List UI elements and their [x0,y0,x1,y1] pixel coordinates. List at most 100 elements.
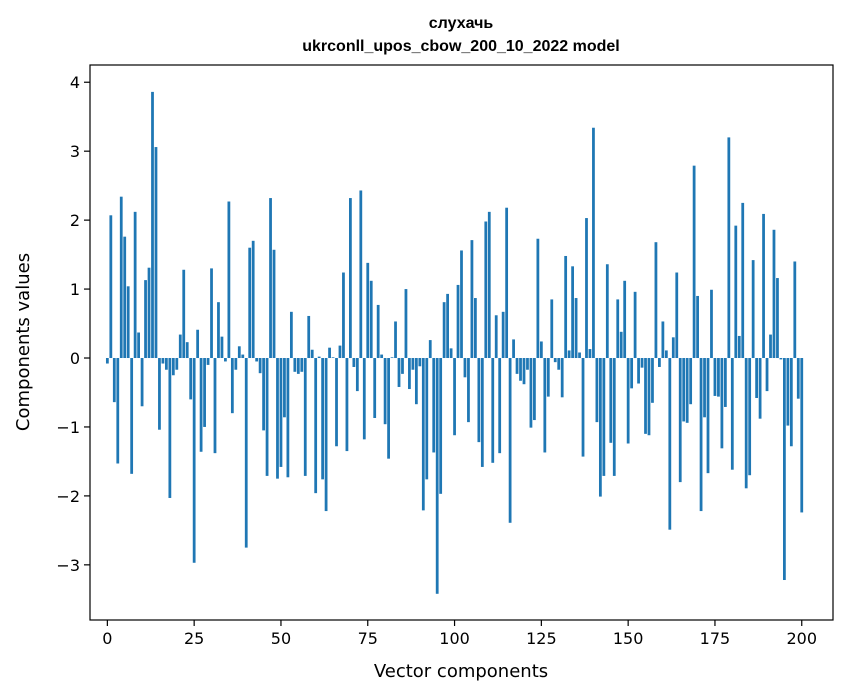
bar [772,229,776,359]
bar [317,356,321,359]
bar [605,264,609,359]
bar [598,358,602,497]
bar [387,358,390,459]
bar [560,358,564,398]
bar [380,354,384,359]
bar [234,358,238,370]
bar [536,238,540,359]
bar [723,358,727,407]
chart-title: слухачь [429,15,494,32]
bar [362,358,366,440]
bar [286,358,290,478]
bar [692,165,696,359]
bar [671,337,675,359]
bar [151,91,154,359]
bar [296,358,300,374]
bar [522,358,526,385]
bar [647,358,651,436]
bar [730,358,734,470]
bar [456,284,460,359]
bar [467,358,470,423]
bar [501,311,505,359]
bar [748,358,752,476]
bar [592,127,595,359]
bar [276,358,279,479]
bar [203,358,206,427]
bar [546,358,550,397]
y-axis-label: Components values [13,253,34,431]
y-tick-label: −2 [56,487,80,506]
bar [342,272,345,359]
bar [206,358,210,365]
x-tick-label: 75 [358,629,378,648]
bar [126,286,130,359]
bar [408,358,411,390]
bar [178,334,182,359]
bar [147,267,151,359]
bar [796,358,800,399]
bar [439,358,443,494]
bar [741,202,745,359]
bar [776,278,779,359]
bar [664,350,668,359]
bar [533,358,536,421]
x-tick-label: 150 [613,629,644,648]
bar [734,225,738,359]
bar [588,349,592,359]
bar [446,293,449,359]
bar [623,280,627,359]
bar [265,358,269,476]
bar [248,247,252,359]
bar [328,347,331,359]
bar [428,340,432,359]
bar [571,266,574,359]
bar [435,358,439,594]
bar [789,358,793,447]
bar [300,358,304,372]
bar [349,198,352,359]
bar [196,329,200,359]
bar [394,321,397,359]
bar [258,358,262,374]
bar [557,358,561,370]
bar [418,358,422,367]
x-tick-label: 100 [439,629,470,648]
bar [696,295,699,359]
bar [564,255,568,359]
bar [331,357,335,359]
bar [765,358,769,392]
bar [567,350,571,359]
bar [345,358,349,452]
bar [224,358,227,362]
bar [487,211,491,359]
bar [217,302,220,359]
bar [512,339,515,359]
bar [480,358,484,467]
bar [442,302,446,359]
bar [310,349,314,359]
bar [453,358,456,436]
bar [213,358,217,454]
bar [717,358,720,397]
bar [685,358,689,423]
bar [161,358,165,364]
bar [352,358,356,367]
bar [800,358,804,513]
bar [602,358,606,476]
bar [585,218,588,359]
bar [164,358,168,370]
bar [713,358,717,396]
bar [182,269,186,359]
bars-group [105,91,804,594]
x-tick-label: 200 [786,629,817,648]
bar [550,299,554,359]
bar [140,358,144,407]
bar [355,358,359,392]
bar [154,147,158,359]
bar [595,358,599,423]
bar [373,358,377,418]
bar [654,242,658,359]
bar [505,207,509,359]
bar [661,321,665,359]
bar [515,358,519,374]
